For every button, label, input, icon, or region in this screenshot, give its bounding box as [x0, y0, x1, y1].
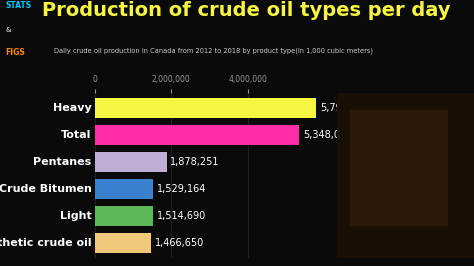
- Text: Synthetic crude oil: Synthetic crude oil: [0, 238, 92, 248]
- Bar: [95, 98, 317, 118]
- Text: 1,878,251: 1,878,251: [171, 157, 220, 167]
- Bar: [95, 206, 153, 226]
- Text: Total: Total: [61, 130, 92, 140]
- Text: 5,798,779: 5,798,779: [320, 103, 370, 113]
- Bar: [95, 125, 299, 145]
- Bar: [95, 152, 166, 172]
- Text: STATS: STATS: [6, 1, 32, 10]
- Text: Production of crude oil types per day: Production of crude oil types per day: [42, 1, 451, 20]
- Text: 5,348,068: 5,348,068: [303, 130, 352, 140]
- Text: Pentanes: Pentanes: [34, 157, 92, 167]
- Text: Light: Light: [60, 211, 92, 221]
- Text: Daily crude oil production in Canada from 2012 to 2018 by product type(in 1,000 : Daily crude oil production in Canada fro…: [54, 48, 373, 54]
- Bar: [95, 179, 153, 199]
- Text: FIGS: FIGS: [6, 48, 26, 57]
- Text: Heavy: Heavy: [53, 103, 92, 113]
- Text: &: &: [6, 27, 11, 33]
- Bar: [350, 110, 447, 225]
- Text: 1,514,690: 1,514,690: [156, 211, 206, 221]
- Text: 1,466,650: 1,466,650: [155, 238, 204, 248]
- Text: 1,529,164: 1,529,164: [157, 184, 207, 194]
- Bar: [95, 234, 151, 253]
- Text: Crude Bitumen: Crude Bitumen: [0, 184, 92, 194]
